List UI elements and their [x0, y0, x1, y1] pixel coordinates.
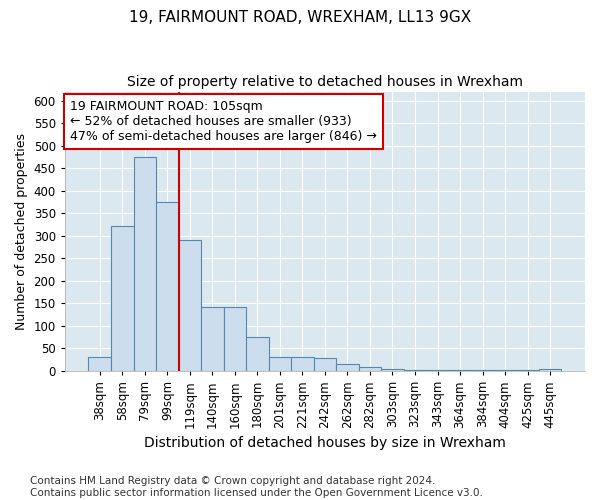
Bar: [246, 337, 269, 371]
Bar: [381, 369, 404, 371]
Bar: [517, 370, 539, 371]
Bar: [449, 370, 471, 371]
Bar: [539, 369, 562, 371]
Bar: [179, 240, 201, 371]
Bar: [111, 226, 134, 371]
Bar: [314, 358, 336, 371]
Y-axis label: Number of detached properties: Number of detached properties: [15, 133, 28, 330]
Bar: [494, 370, 517, 371]
Bar: [291, 358, 314, 371]
Title: Size of property relative to detached houses in Wrexham: Size of property relative to detached ho…: [127, 75, 523, 89]
Text: 19 FAIRMOUNT ROAD: 105sqm
← 52% of detached houses are smaller (933)
47% of semi: 19 FAIRMOUNT ROAD: 105sqm ← 52% of detac…: [70, 100, 377, 143]
Bar: [88, 358, 111, 371]
Text: 19, FAIRMOUNT ROAD, WREXHAM, LL13 9GX: 19, FAIRMOUNT ROAD, WREXHAM, LL13 9GX: [129, 10, 471, 25]
Bar: [359, 368, 381, 371]
Bar: [269, 356, 291, 371]
Bar: [134, 157, 156, 371]
Bar: [426, 370, 449, 371]
Bar: [201, 306, 224, 371]
Bar: [224, 306, 246, 371]
Bar: [404, 370, 426, 371]
Bar: [336, 364, 359, 371]
Text: Contains HM Land Registry data © Crown copyright and database right 2024.
Contai: Contains HM Land Registry data © Crown c…: [30, 476, 483, 498]
Bar: [156, 202, 179, 371]
X-axis label: Distribution of detached houses by size in Wrexham: Distribution of detached houses by size …: [144, 436, 506, 450]
Bar: [471, 370, 494, 371]
